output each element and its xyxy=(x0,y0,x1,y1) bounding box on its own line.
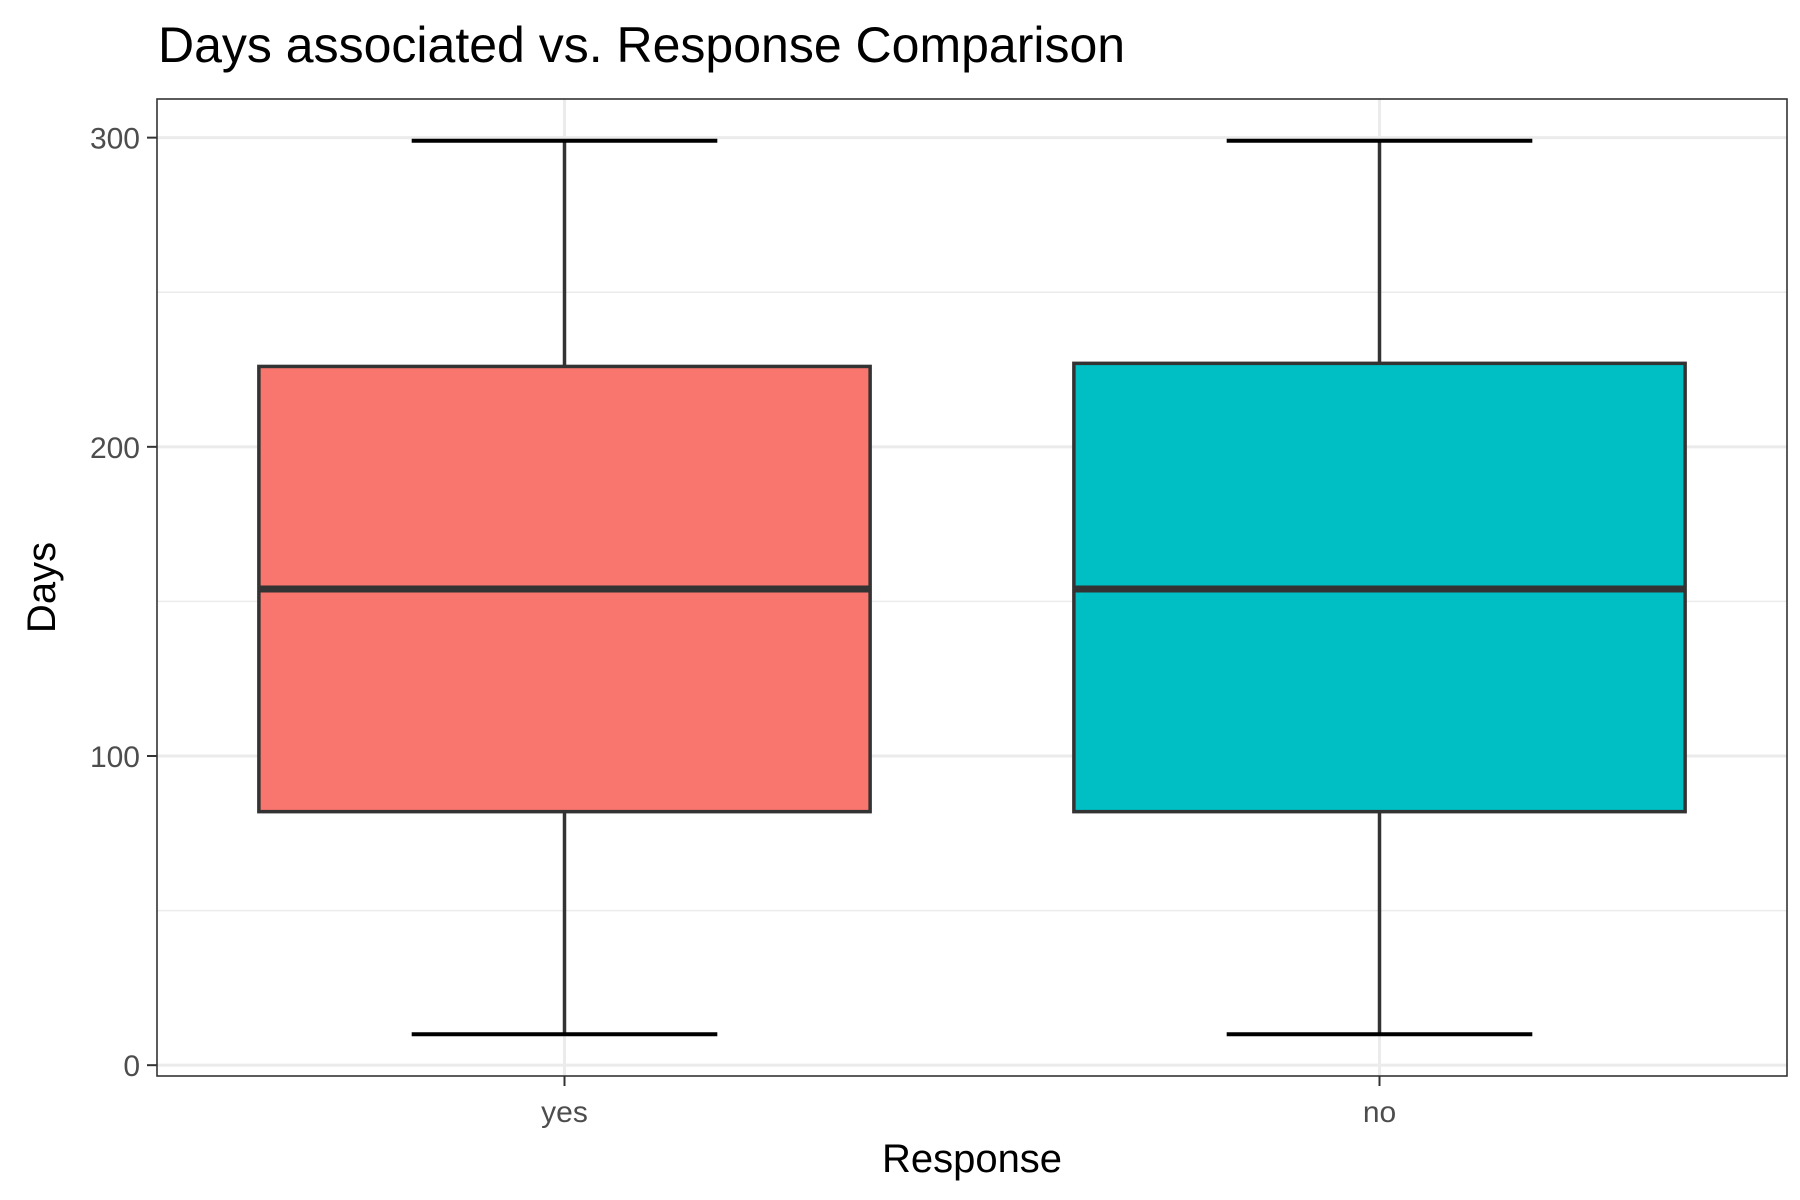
x-tick-label-yes: yes xyxy=(541,1096,588,1129)
y-tick-label: 100 xyxy=(90,741,140,774)
boxplots xyxy=(257,138,1687,1037)
y-tick-label: 200 xyxy=(90,432,140,465)
x-axis-title: Response xyxy=(882,1137,1062,1181)
chart-title: Days associated vs. Response Comparison xyxy=(158,17,1125,73)
y-tick-label: 0 xyxy=(123,1050,140,1083)
plot-panel xyxy=(156,98,1788,1077)
y-axis-title: Days xyxy=(20,542,64,633)
y-tick-label: 300 xyxy=(90,123,140,156)
boxplot-yes xyxy=(257,138,872,1037)
boxplot-no xyxy=(1072,138,1687,1037)
x-tick-label-no: no xyxy=(1363,1096,1396,1129)
y-axis: 0 100 200 300 xyxy=(90,123,157,1083)
x-axis: yes no xyxy=(541,1076,1396,1129)
panel-border xyxy=(156,98,1788,1077)
